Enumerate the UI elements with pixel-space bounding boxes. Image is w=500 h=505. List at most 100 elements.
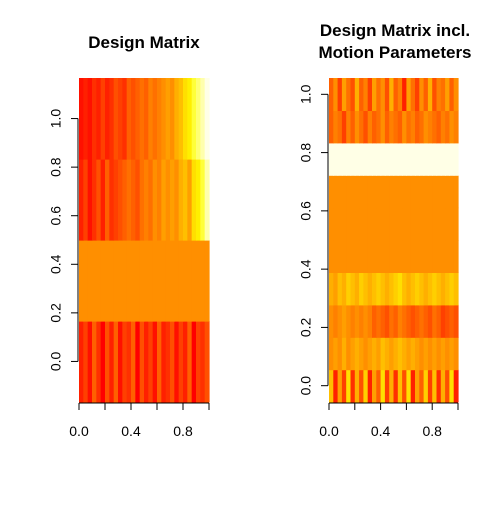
heatmap-cell [393, 272, 399, 306]
heatmap-cell [406, 207, 412, 241]
heatmap-cell [427, 272, 433, 306]
heatmap-cell [118, 78, 123, 160]
heatmap-cell [346, 110, 352, 144]
heatmap-cell [389, 304, 395, 338]
heatmap-cell [341, 207, 347, 241]
heatmap-cell [449, 369, 455, 403]
heatmap-cell [367, 240, 373, 273]
heatmap-cell [144, 159, 149, 241]
heatmap-cell [389, 369, 395, 403]
heatmap-cell [363, 142, 369, 176]
heatmap-cell [157, 240, 162, 322]
heatmap-cell [359, 272, 364, 306]
heatmap-cell [410, 142, 416, 176]
heatmap-cell [204, 240, 210, 322]
heatmap-cell [415, 272, 420, 306]
heatmap-cell [440, 207, 446, 241]
heatmap-cell [200, 78, 206, 160]
heatmap-cell [337, 304, 343, 338]
heatmap-cell [354, 369, 360, 403]
heatmap-cell [427, 304, 433, 338]
heatmap-cell [436, 207, 442, 241]
heatmap-cell [96, 78, 102, 160]
heatmap-cell [341, 110, 347, 144]
heatmap-cell [148, 321, 154, 403]
heatmap-cell [372, 337, 377, 371]
heatmap-cell [376, 142, 382, 176]
heatmap-cell [445, 240, 450, 273]
heatmap-cell [152, 78, 158, 160]
heatmap-cell [397, 142, 403, 176]
heatmap-cell [83, 78, 89, 160]
heatmap-cell [372, 207, 377, 241]
heatmap-cell [423, 240, 429, 273]
heatmap-cell [440, 337, 446, 371]
heatmap-cell [406, 272, 412, 306]
heatmap-cell [436, 304, 442, 338]
heatmap-cell [440, 110, 446, 144]
heatmap-cell [109, 321, 115, 403]
heatmap-cell [337, 240, 343, 273]
heatmap-cell [445, 207, 450, 241]
heatmap-cell [350, 369, 356, 403]
heatmap-cell [380, 272, 386, 306]
heatmap-cell [170, 240, 175, 322]
heatmap-cell [329, 337, 334, 371]
heatmap-cell [333, 272, 339, 306]
panel-design-matrix-motion: Design Matrix incl. Motion Parameters 0.… [298, 21, 472, 439]
x-tick-label: 0.4 [371, 423, 391, 439]
heatmap-cell [406, 110, 412, 144]
heatmap-cell [109, 78, 115, 160]
heatmap-cell [92, 321, 97, 403]
y-tick-label: 1.0 [298, 84, 314, 104]
heatmap-cell [83, 240, 89, 322]
y-tick-label: 0.8 [48, 157, 64, 177]
heatmap-cell [406, 240, 412, 273]
heatmap-cell [165, 240, 171, 322]
heatmap-cell [432, 304, 438, 338]
heatmap-cell [380, 240, 386, 273]
heatmap-cell [436, 175, 442, 209]
heatmap-cell [453, 110, 459, 144]
heatmap-cell [333, 207, 339, 241]
heatmap-cell [329, 78, 334, 111]
panel-design-matrix: Design Matrix 0.0 0.4 0.8 0.0 0.2 0.4 0.6 0.8 1… [48, 33, 210, 439]
heatmap-cell [402, 110, 407, 144]
heatmap-cell [346, 207, 352, 241]
heatmap-cell [165, 78, 171, 160]
heatmap-cell [427, 337, 433, 371]
heatmap-cell [96, 159, 102, 241]
heatmap-cell [372, 142, 377, 176]
heatmap-cell [402, 207, 407, 241]
heatmap-cell [354, 304, 360, 338]
heatmap-cell [152, 159, 158, 241]
heatmap-cell [415, 369, 420, 403]
heatmap-cell [376, 175, 382, 209]
heatmap-cell [359, 175, 364, 209]
heatmap-cell [204, 78, 210, 160]
heatmap-cell [113, 321, 119, 403]
heatmap-cell [131, 321, 136, 403]
heatmap-cell [118, 321, 123, 403]
heatmap-cell [384, 304, 390, 338]
heatmap-cell [161, 321, 167, 403]
heatmap-cell [152, 240, 158, 322]
heatmap-cell [415, 78, 420, 111]
heatmap-cell [337, 78, 343, 111]
heatmap-cell [139, 240, 145, 322]
heatmap-cell [178, 159, 184, 241]
heatmap-cell [144, 78, 149, 160]
heatmap-cell [389, 337, 395, 371]
heatmap-cell [92, 159, 97, 241]
heatmap-cell [113, 240, 119, 322]
heatmap-cell [350, 240, 356, 273]
heatmap-cell [445, 110, 450, 144]
heatmap-cell [449, 304, 455, 338]
heatmap-cell [105, 159, 110, 241]
heatmap-cell [389, 240, 395, 273]
heatmap-cell [329, 207, 334, 241]
heatmap-cell [419, 240, 425, 273]
heatmap-cell [354, 207, 360, 241]
heatmap-cell [126, 159, 132, 241]
